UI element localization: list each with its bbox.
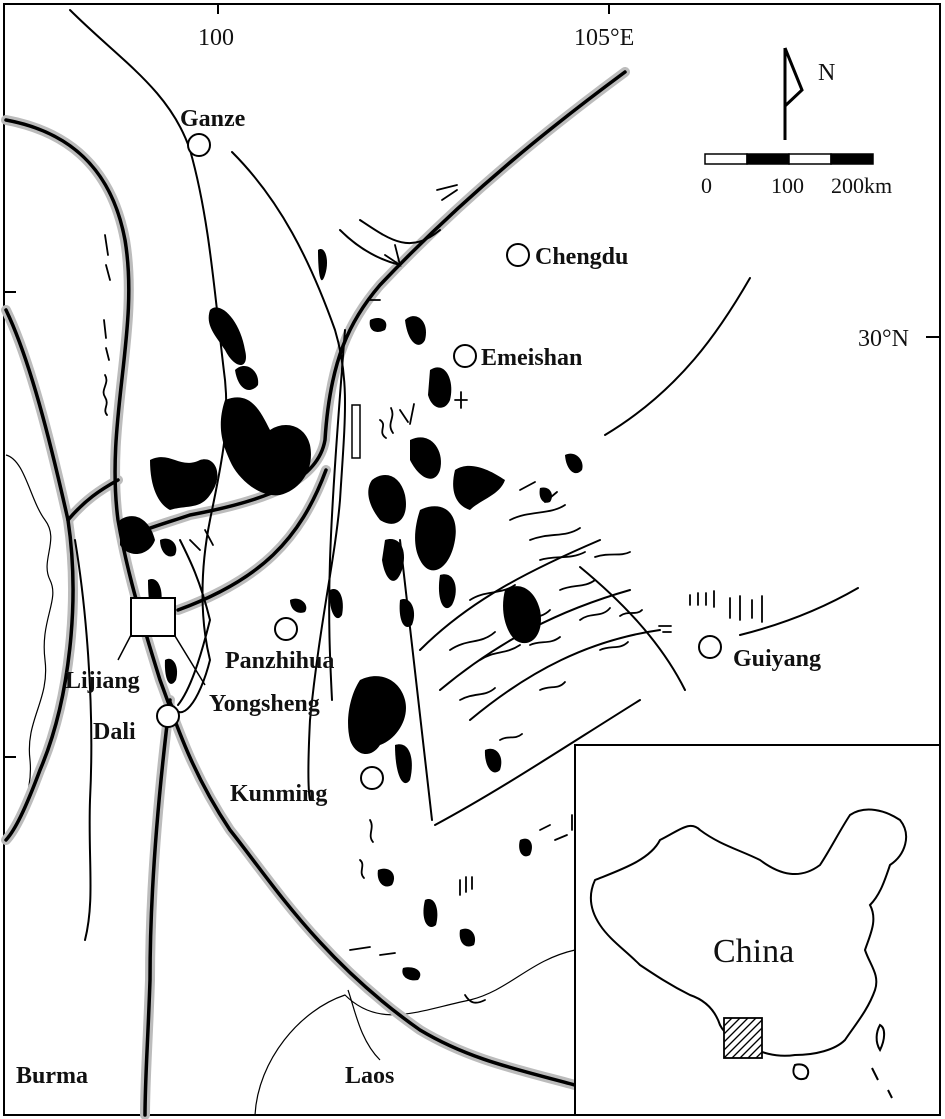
- basalt-outcrops: [120, 249, 583, 981]
- city-label-guiyang: Guiyang: [733, 646, 821, 672]
- longitude-100-label: 100: [198, 25, 234, 51]
- scale-label-100: 100: [771, 173, 804, 198]
- study-area-box: [130, 597, 176, 637]
- scale-label-0: 0: [701, 173, 712, 198]
- longitude-105-label: 105°E: [574, 25, 634, 51]
- outlined-body: [351, 404, 361, 459]
- latitude-30-label: 30°N: [858, 326, 909, 352]
- country-label-burma: Burma: [16, 1063, 88, 1089]
- minor-faults: [69, 9, 859, 941]
- north-arrow-icon: [783, 47, 804, 140]
- city-label-lijiang: Lijiang: [65, 668, 140, 694]
- country-label-laos: Laos: [345, 1063, 394, 1089]
- hainan-outline: [792, 1063, 810, 1081]
- major-faults: [1, 67, 630, 1119]
- study-area-hatch: [723, 1017, 763, 1059]
- map-frame: [3, 3, 941, 1116]
- inset-map: [574, 744, 941, 1116]
- china-outline: [589, 808, 908, 1057]
- north-arrow-label: N: [818, 60, 835, 86]
- guiyang-marker: [698, 635, 722, 659]
- chengdu-marker: [506, 243, 530, 267]
- scale-label-200: 200km: [831, 173, 892, 198]
- city-label-dali: Dali: [93, 719, 136, 745]
- emeishan-marker: [453, 344, 477, 368]
- city-label-ganze: Ganze: [180, 106, 246, 132]
- city-label-panzhihua: Panzhihua: [225, 648, 334, 674]
- taiwan-outline: [875, 1023, 886, 1053]
- city-markers: [156, 133, 722, 790]
- ganze-marker: [187, 133, 211, 157]
- scale-bar: [704, 153, 874, 165]
- inset-china-label: China: [713, 933, 794, 970]
- city-label-yongsheng: Yongsheng: [209, 691, 320, 717]
- dali-marker: [156, 704, 180, 728]
- leader-lijiang: [117, 634, 132, 661]
- kunming-marker: [360, 766, 384, 790]
- panzhihua-marker: [274, 617, 298, 641]
- city-label-emeishan: Emeishan: [481, 345, 582, 371]
- coordinate-ticks: [4, 4, 940, 758]
- city-label-kunming: Kunming: [230, 781, 327, 807]
- city-label-chengdu: Chengdu: [535, 244, 628, 270]
- leader-yongsheng: [174, 635, 206, 686]
